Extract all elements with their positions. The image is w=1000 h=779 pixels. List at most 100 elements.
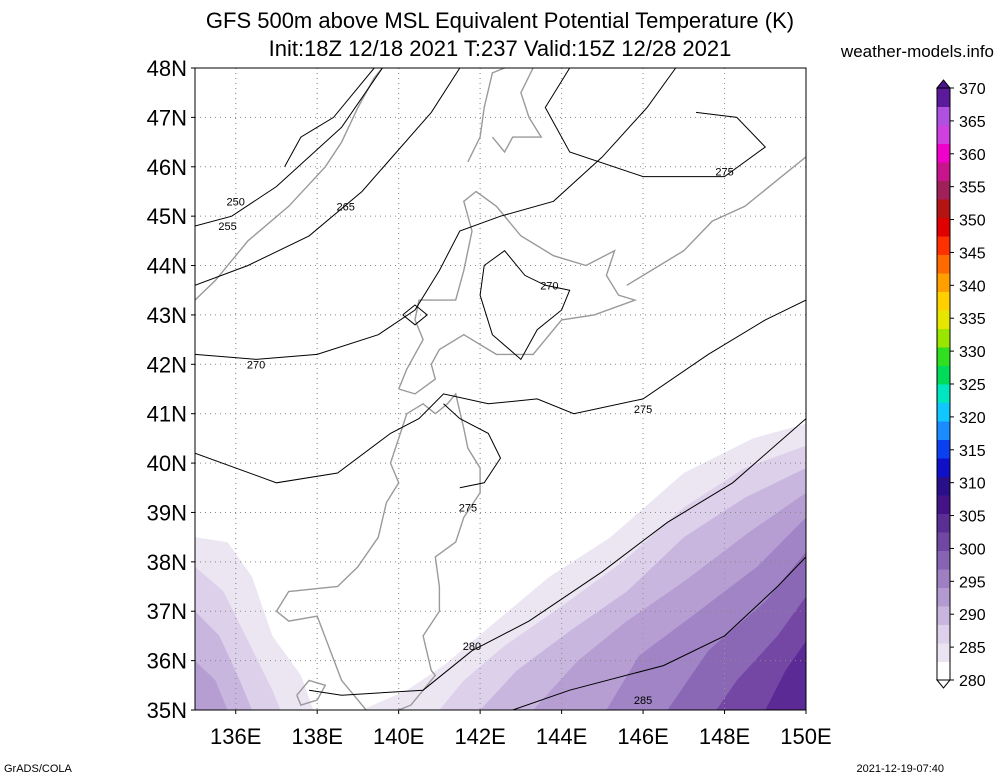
y-tick-label: 45N: [147, 204, 187, 229]
x-tick-label: 146E: [617, 724, 668, 749]
colorbar-label: 340: [959, 278, 986, 295]
y-tick-label: 37N: [147, 599, 187, 624]
credit-label: GrADS/COLA: [4, 763, 72, 775]
contour-line-250: [284, 68, 375, 168]
colorbar-label: 345: [959, 245, 986, 262]
y-tick-label: 39N: [147, 500, 187, 525]
x-tick-label: 144E: [536, 724, 587, 749]
contour-label-275: 275: [634, 404, 652, 416]
y-tick-label: 36N: [147, 649, 187, 674]
y-tick-label: 46N: [147, 155, 187, 180]
chart-subtitle: Init:18Z 12/18 2021 T:237 Valid:15Z 12/2…: [268, 36, 732, 61]
contour-line-275: [443, 403, 502, 489]
colorbar-max-arrow: [935, 79, 952, 89]
contour-line-265: [195, 68, 461, 286]
colorbar-swatch: [937, 217, 950, 237]
colorbar-swatch: [937, 254, 950, 274]
colorbar-label: 280: [959, 673, 986, 690]
colorbar-swatch: [937, 476, 950, 496]
x-tick-label: 140E: [373, 724, 424, 749]
colorbar-swatch: [937, 569, 950, 588]
colorbar-swatch: [937, 328, 950, 348]
contour-line-270: [479, 250, 571, 361]
colorbar-swatch: [937, 199, 950, 218]
colorbar-swatch: [937, 291, 950, 311]
colorbar-swatch: [937, 458, 950, 477]
colorbar-label: 370: [959, 81, 986, 98]
chart-title: GFS 500m above MSL Equivalent Potential …: [205, 8, 795, 33]
contour-label-275: 275: [459, 503, 477, 515]
y-tick-label: 40N: [147, 451, 187, 476]
contour-label-265: 265: [337, 201, 355, 213]
timestamp-label: 2021-12-19-07:40: [856, 763, 944, 775]
colorbar-label: 335: [959, 311, 986, 328]
contour-line-280: [309, 418, 806, 696]
contour-label-280: 280: [463, 641, 481, 653]
colorbar-label: 350: [959, 213, 986, 230]
contour-line-255: [195, 68, 383, 227]
contour-label-270: 270: [540, 280, 558, 292]
coastline-segment: [626, 156, 806, 286]
x-tick-label: 148E: [699, 724, 750, 749]
colorbar-swatch: [937, 384, 950, 403]
colorbar-swatch: [937, 402, 950, 422]
colorbar-swatch: [937, 495, 950, 514]
coastline-segment: [398, 190, 638, 395]
colorbar-label: 365: [959, 114, 986, 131]
contour-line-275: [544, 68, 767, 178]
contour-line-285: [512, 556, 806, 710]
colorbar-label: 320: [959, 410, 986, 427]
colorbar-swatch: [937, 661, 950, 681]
colorbar-label: 315: [959, 443, 986, 460]
colorbar-swatch: [937, 347, 950, 366]
colorbar-label: 325: [959, 377, 986, 394]
colorbar-swatch: [937, 88, 950, 107]
colorbar-swatch: [937, 180, 950, 200]
colorbar-swatch: [937, 162, 950, 181]
contour-lines: [195, 68, 806, 710]
x-tick-label: 136E: [210, 724, 261, 749]
contour-line-270: [195, 68, 677, 360]
contour-label-255: 255: [218, 221, 236, 233]
colorbar-swatch: [937, 310, 950, 329]
contour-label-250: 250: [227, 196, 245, 208]
colorbar-label: 330: [959, 344, 986, 361]
x-tick-label: 142E: [454, 724, 505, 749]
colorbar-min-arrow: [935, 679, 952, 689]
colorbar-swatch: [937, 236, 950, 255]
contour-label-275: 275: [715, 167, 733, 179]
coastline-segment: [275, 402, 436, 710]
x-tick-label: 150E: [780, 724, 831, 749]
colorbar-swatch: [937, 550, 950, 570]
colorbar-label: 305: [959, 509, 986, 526]
y-axis: 35N 36N 37N 38N 39N 40N 41N 42N 43N 44N 45N 46N 47N 4…: [147, 56, 195, 723]
colorbar-label: 285: [959, 640, 986, 657]
colorbar-label: 355: [959, 180, 986, 197]
y-tick-label: 35N: [147, 698, 187, 723]
y-tick-label: 47N: [147, 105, 187, 130]
contour-label-285: 285: [634, 695, 652, 707]
coastline-segment: [398, 392, 481, 710]
plot-frame: [194, 67, 807, 711]
colorbar-swatch: [937, 587, 950, 607]
coastline-segment: [491, 68, 543, 154]
grid-lines: [195, 68, 806, 710]
colorbar-swatch: [937, 439, 950, 459]
y-tick-label: 48N: [147, 56, 187, 81]
coastline: [195, 68, 806, 710]
contour-line-275: [195, 299, 806, 484]
y-tick-label: 44N: [147, 254, 187, 279]
colorbar-swatch: [937, 532, 950, 551]
colorbar-swatch: [937, 513, 950, 533]
y-tick-label: 43N: [147, 303, 187, 328]
x-axis: 136E 138E 140E 142E 144E 146E 148E 150E: [210, 710, 832, 749]
site-label: weather-models.info: [840, 42, 994, 61]
colorbar-swatch: [937, 643, 950, 662]
colorbar-label: 300: [959, 541, 986, 558]
colorbar-swatch: [937, 143, 950, 163]
colorbar-swatch: [937, 106, 950, 126]
coastline-segment: [296, 679, 327, 706]
y-tick-label: 42N: [147, 352, 187, 377]
y-tick-label: 38N: [147, 550, 187, 575]
